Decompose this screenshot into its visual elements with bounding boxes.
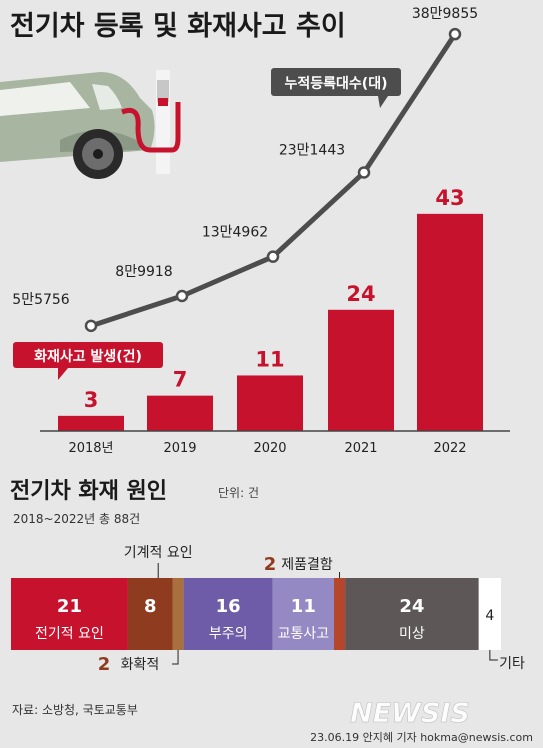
bar-value-label-1: 7: [173, 368, 188, 392]
bar-0: [58, 415, 124, 431]
legend-fires-label: 화재사고 발생(건): [34, 348, 142, 365]
bar-3: [328, 309, 394, 431]
segment-value-6: 24: [399, 596, 424, 617]
segment-value-3: 16: [216, 596, 241, 617]
segment-7: [478, 578, 501, 650]
bar-value-label-4: 43: [435, 186, 464, 210]
segment-value-0: 21: [57, 596, 82, 617]
source-text: 자료: 소방청, 국토교통부: [12, 703, 138, 717]
cause-subtitle: 2018~2022년 총 88건: [13, 512, 140, 526]
segment-value-4: 11: [291, 596, 316, 617]
main-title: 전기차 등록 및 화재사고 추이: [10, 11, 346, 42]
x-tick-label-3: 2021: [344, 441, 377, 456]
segment-4: [272, 578, 334, 650]
bar-value-label-3: 24: [346, 282, 375, 306]
segment-5: [333, 578, 346, 650]
segment-label-4: 교통사고: [278, 626, 330, 642]
bar-value-label-0: 3: [84, 388, 99, 412]
car-illustration-icon: [0, 70, 181, 179]
line-point-2: [266, 250, 280, 263]
segment-value-5: 2: [264, 554, 277, 575]
segment-2: [172, 578, 184, 650]
segment-label-7: 기타: [499, 656, 525, 672]
line-point-0: [84, 319, 98, 333]
segment-label-6: 미상: [399, 626, 425, 642]
line-value-label-1: 8만9918: [115, 264, 172, 280]
x-tick-label-2: 2020: [253, 441, 286, 456]
segment-label-2: 화확적: [121, 657, 160, 673]
bar-value-label-2: 11: [255, 347, 284, 371]
segment-0: [11, 578, 128, 650]
segment-label-5: 제품결함: [281, 557, 333, 573]
bar-1: [147, 395, 213, 431]
legend-fires: 화재사고 발생(건): [13, 342, 163, 380]
segment-label-1: 기계적 요인: [124, 545, 193, 561]
credit-text: 23.06.19 안지혜 기자 hokma@newsis.com: [310, 731, 533, 744]
line-value-label-0: 5만5756: [12, 292, 70, 308]
segment-6: [345, 578, 479, 650]
segment-label-0: 전기적 요인: [35, 626, 104, 642]
x-tick-label-0: 2018년: [68, 441, 113, 456]
segment-1: [127, 578, 173, 650]
line-value-label-2: 13만4962: [202, 225, 268, 241]
segment-3: [183, 578, 273, 650]
line-value-label-3: 23만1443: [279, 142, 345, 158]
segment-value-1: 8: [144, 596, 157, 617]
legend-registrations: 누적등록대수(대): [271, 68, 401, 108]
line-point-4: [448, 27, 462, 41]
x-tick-label-4: 2022: [433, 441, 466, 456]
cause-unit: 단위: 건: [218, 486, 259, 500]
x-tick-label-1: 2019: [163, 441, 196, 456]
bar-4: [417, 213, 483, 431]
segment-callouts: [157, 563, 498, 665]
cause-title: 전기차 화재 원인: [10, 479, 167, 504]
newsis-logo: NEWSIS: [350, 698, 470, 729]
line-point-3: [357, 166, 371, 179]
segment-value-7: 4: [485, 608, 494, 624]
legend-registrations-label: 누적등록대수(대): [285, 75, 388, 92]
line-point-1: [175, 289, 189, 303]
segment-label-3: 부주의: [209, 626, 248, 642]
line-value-label-4: 38만9855: [412, 6, 478, 22]
bar-2: [237, 375, 303, 431]
segment-value-2: 2: [98, 654, 111, 675]
